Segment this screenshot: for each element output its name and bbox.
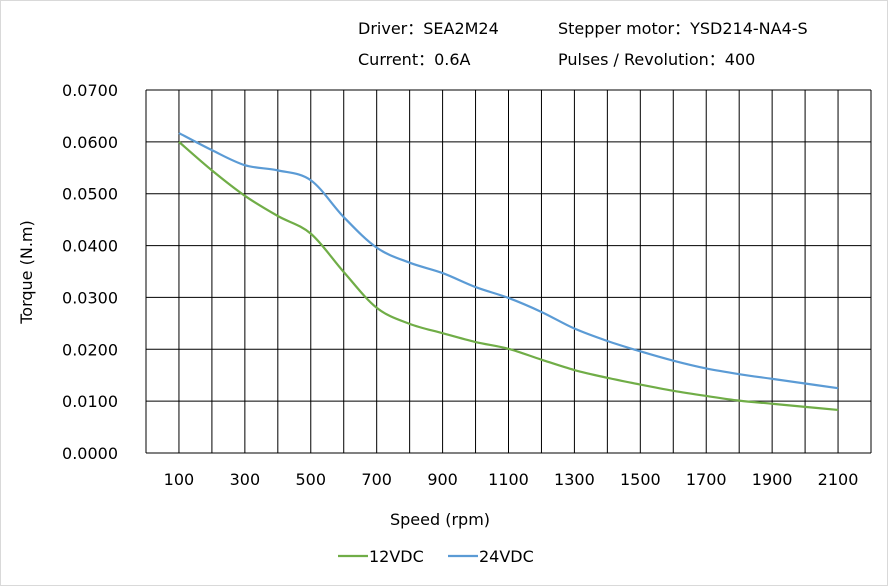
x-tick-label: 500 (295, 470, 326, 489)
current-label: Current：0.6A (358, 50, 471, 69)
x-tick-label: 300 (230, 470, 261, 489)
y-tick-label: 0.0200 (62, 340, 118, 359)
x-tick-label: 100 (164, 470, 195, 489)
x-tick-label: 1100 (488, 470, 529, 489)
series-line-12vdc (178, 141, 839, 412)
x-tick-label: 1500 (620, 470, 661, 489)
x-tick-label: 1700 (686, 470, 727, 489)
y-tick-label: 0.0300 (62, 288, 118, 307)
tick-labels: 0.0000 0.0100 0.0200 0.0300 0.0400 0.0500 0.06… (62, 81, 858, 489)
grid (145, 89, 872, 454)
x-tick-label: 2100 (818, 470, 859, 489)
motor-label: Stepper motor：YSD214-NA4-S (558, 19, 808, 38)
series-line-24vdc (178, 132, 839, 390)
x-tick-label: 1300 (554, 470, 595, 489)
pulses-label: Pulses / Revolution：400 (558, 50, 756, 69)
x-axis-label: Speed (rpm) (390, 510, 490, 529)
legend: 12VDC 24VDC (338, 547, 534, 566)
legend-label-12vdc: 12VDC (369, 547, 424, 566)
y-tick-label: 0.0700 (62, 81, 118, 100)
y-tick-label: 0.0600 (62, 133, 118, 152)
x-tick-label: 1900 (752, 470, 793, 489)
series-lines (178, 132, 839, 412)
x-tick-label: 700 (361, 470, 392, 489)
y-axis-label: Torque (N.m) (17, 220, 36, 325)
y-tick-label: 0.0000 (62, 444, 118, 463)
y-tick-label: 0.0400 (62, 237, 118, 256)
x-tick-label: 900 (427, 470, 458, 489)
y-tick-label: 0.0500 (62, 185, 118, 204)
driver-label: Driver：SEA2M24 (358, 19, 499, 38)
legend-label-24vdc: 24VDC (479, 547, 534, 566)
y-tick-label: 0.0100 (62, 392, 118, 411)
